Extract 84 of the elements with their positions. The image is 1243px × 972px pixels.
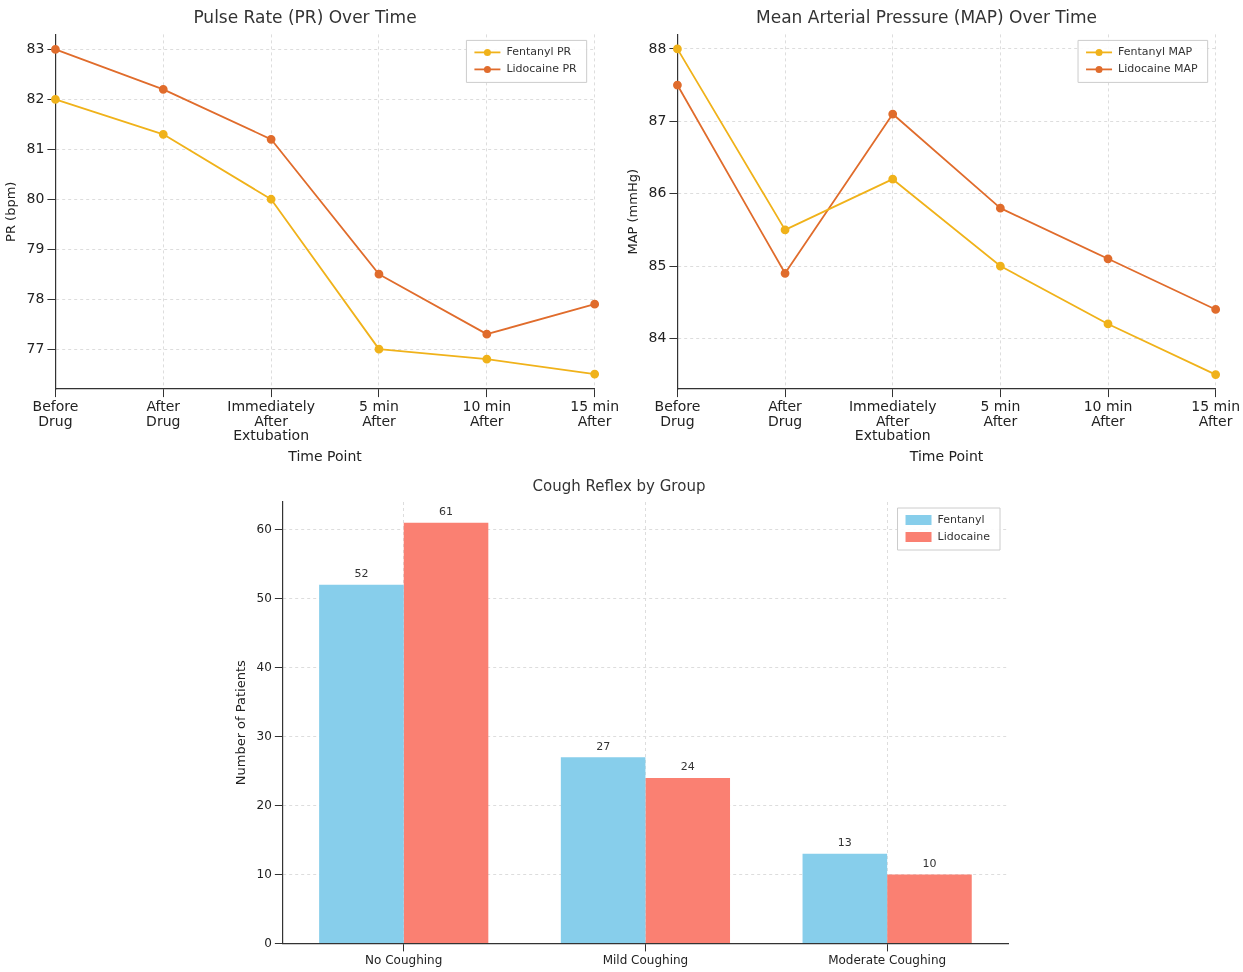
y-tick-label: 10	[256, 866, 272, 881]
data-label: 10	[922, 856, 937, 870]
bar	[645, 777, 731, 943]
point	[374, 269, 384, 279]
x-tick-label: Before Drug	[32, 398, 79, 429]
point	[995, 203, 1005, 213]
point	[482, 354, 492, 364]
x-tick-label: 15 min After	[570, 398, 619, 429]
y-tick-label: 86	[648, 184, 667, 201]
legend-label: Lidocaine MAP	[1118, 62, 1199, 76]
y-tick-label: 81	[26, 139, 45, 156]
point	[158, 129, 168, 139]
data-label: 13	[837, 836, 852, 850]
point	[590, 299, 600, 309]
y-tick-label: 77	[26, 339, 45, 356]
y-tick-label: 80	[26, 189, 45, 206]
bar	[887, 874, 972, 943]
point	[51, 44, 60, 54]
x-tick-label: 10 min After	[462, 398, 512, 429]
point	[1211, 305, 1221, 314]
x-axis-title: Time Point	[287, 448, 363, 465]
data-label: 52	[354, 567, 369, 581]
x-tick-label: Before Drug	[654, 398, 701, 429]
point	[1103, 319, 1113, 329]
chart-title: Cough Reflex by Group	[532, 476, 706, 495]
y-axis-title: Number of Patients	[233, 659, 249, 786]
legend-label: Fentanyl MAP	[1118, 45, 1193, 59]
x-tick-label: 5 min After	[980, 398, 1021, 429]
y-tick-label: 79	[26, 239, 45, 256]
y-tick-label: 50	[256, 590, 272, 605]
chart-title: Pulse Rate (PR) Over Time	[193, 6, 417, 27]
point	[673, 80, 682, 90]
x-tick-label: 10 min After	[1083, 398, 1133, 429]
y-tick-label: 30	[256, 728, 272, 743]
point	[266, 134, 276, 144]
y-tick-label: 87	[648, 111, 667, 128]
y-axis-title: PR (bpm)	[3, 181, 19, 242]
point	[374, 344, 384, 354]
bar	[802, 853, 888, 943]
point	[266, 194, 276, 204]
x-axis-title: Time Point	[908, 448, 984, 465]
bar	[560, 757, 646, 943]
y-tick-label: 78	[26, 289, 45, 306]
bar	[319, 584, 404, 943]
point	[995, 261, 1005, 271]
legend-label: Fentanyl PR	[506, 45, 572, 59]
data-label: 24	[680, 760, 695, 774]
point	[780, 268, 790, 278]
point	[780, 225, 790, 235]
legend-label: Lidocaine	[937, 529, 991, 543]
y-tick-label: 85	[648, 256, 667, 273]
y-tick-label: 40	[256, 659, 272, 674]
chart-title: Mean Arterial Pressure (MAP) Over Time	[756, 6, 1097, 27]
x-tick-label: No Coughing	[365, 952, 443, 967]
point	[590, 369, 600, 379]
x-tick-label: Mild Coughing	[602, 952, 689, 967]
y-tick-label: 20	[256, 797, 272, 812]
bar	[403, 522, 489, 943]
point	[482, 329, 492, 339]
y-tick-label: 60	[256, 521, 272, 536]
x-tick-label: Immediately After Extubation	[848, 398, 937, 444]
point	[673, 44, 682, 54]
point	[1211, 370, 1221, 380]
point	[158, 84, 168, 94]
y-tick-label: 88	[648, 39, 667, 56]
data-label: 27	[596, 739, 611, 753]
y-tick-label: 84	[648, 329, 667, 346]
data-label: 61	[439, 505, 454, 519]
point	[1103, 254, 1113, 264]
x-tick-label: After Drug	[767, 398, 803, 429]
y-axis-title: MAP (mmHg)	[625, 168, 641, 255]
point	[51, 94, 60, 104]
y-tick-label: 0	[264, 935, 272, 950]
point	[888, 109, 898, 119]
x-tick-label: Moderate Coughing	[828, 952, 947, 967]
legend-label: Lidocaine PR	[506, 62, 578, 76]
y-tick-label: 82	[26, 89, 45, 106]
legend-label: Fentanyl	[937, 512, 985, 526]
x-tick-label: After Drug	[146, 398, 181, 429]
x-tick-label: Immediately After Extubation	[227, 398, 315, 444]
x-tick-label: 15 min After	[1191, 398, 1240, 429]
x-tick-label: 5 min After	[359, 398, 399, 429]
point	[888, 174, 898, 184]
y-tick-label: 83	[26, 40, 45, 57]
